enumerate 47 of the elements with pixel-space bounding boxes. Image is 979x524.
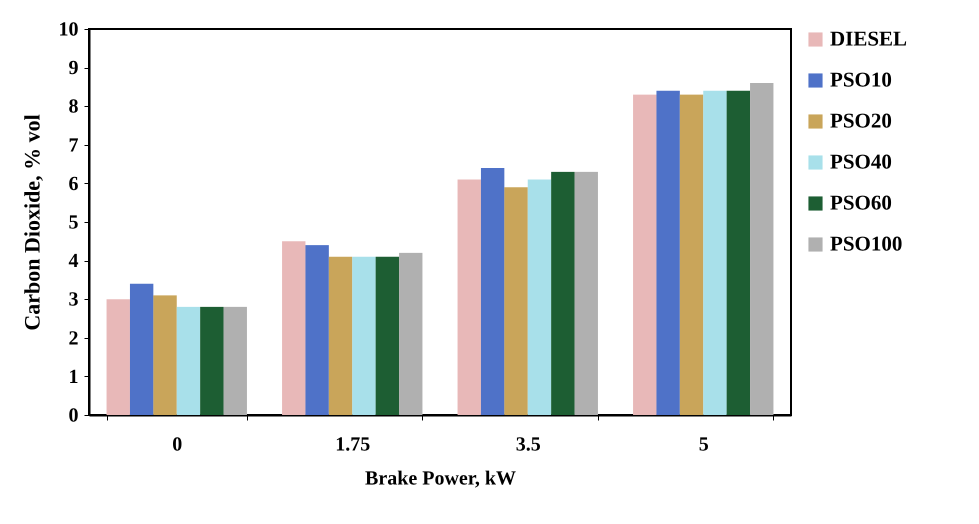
bar bbox=[328, 256, 352, 415]
y-tick-label: 9 bbox=[68, 57, 78, 80]
bar bbox=[224, 306, 247, 415]
bar bbox=[703, 90, 727, 415]
bar bbox=[750, 83, 774, 415]
y-tick-label: 0 bbox=[68, 404, 78, 426]
y-tick-label: 1 bbox=[68, 366, 78, 388]
bar bbox=[528, 180, 552, 415]
bar bbox=[153, 295, 177, 415]
y-tick-label: 6 bbox=[68, 172, 78, 195]
bar bbox=[376, 256, 400, 415]
bar bbox=[176, 306, 200, 415]
y-tick-label: 10 bbox=[58, 18, 78, 40]
bar bbox=[458, 180, 481, 415]
bar bbox=[574, 172, 598, 415]
bar bbox=[130, 284, 154, 415]
y-tick-label: 4 bbox=[68, 250, 78, 272]
y-tick-label: 3 bbox=[68, 288, 78, 311]
legend-label: PSO10 bbox=[830, 68, 892, 92]
legend-label: PSO20 bbox=[830, 108, 892, 132]
y-axis-title: Carbon Dioxide, % vol bbox=[20, 114, 44, 331]
x-tick-label: 0 bbox=[172, 434, 182, 456]
bar bbox=[305, 245, 329, 415]
y-tick-label: 7 bbox=[68, 134, 78, 156]
x-tick-label: 3.5 bbox=[516, 434, 541, 456]
bar bbox=[106, 299, 130, 415]
bar bbox=[504, 187, 528, 415]
bar bbox=[352, 256, 376, 415]
bar bbox=[551, 172, 575, 415]
bar bbox=[282, 241, 306, 415]
legend-label: PSO40 bbox=[830, 150, 892, 174]
bar bbox=[399, 252, 422, 415]
bar bbox=[656, 90, 680, 415]
legend-label: DIESEL bbox=[830, 26, 908, 50]
y-tick-label: 8 bbox=[68, 96, 78, 118]
legend-label: PSO60 bbox=[830, 190, 892, 214]
bar bbox=[200, 306, 224, 415]
bar bbox=[680, 94, 704, 415]
x-axis-title: Brake Power, kW bbox=[365, 468, 516, 490]
bar bbox=[480, 168, 504, 415]
legend-label: PSO100 bbox=[830, 232, 902, 256]
x-tick-label: 1.75 bbox=[335, 434, 370, 456]
bar bbox=[726, 90, 750, 415]
bar bbox=[633, 94, 656, 415]
y-tick-label: 2 bbox=[68, 327, 78, 350]
x-tick-label: 5 bbox=[698, 434, 709, 456]
y-tick-label: 5 bbox=[68, 212, 78, 234]
